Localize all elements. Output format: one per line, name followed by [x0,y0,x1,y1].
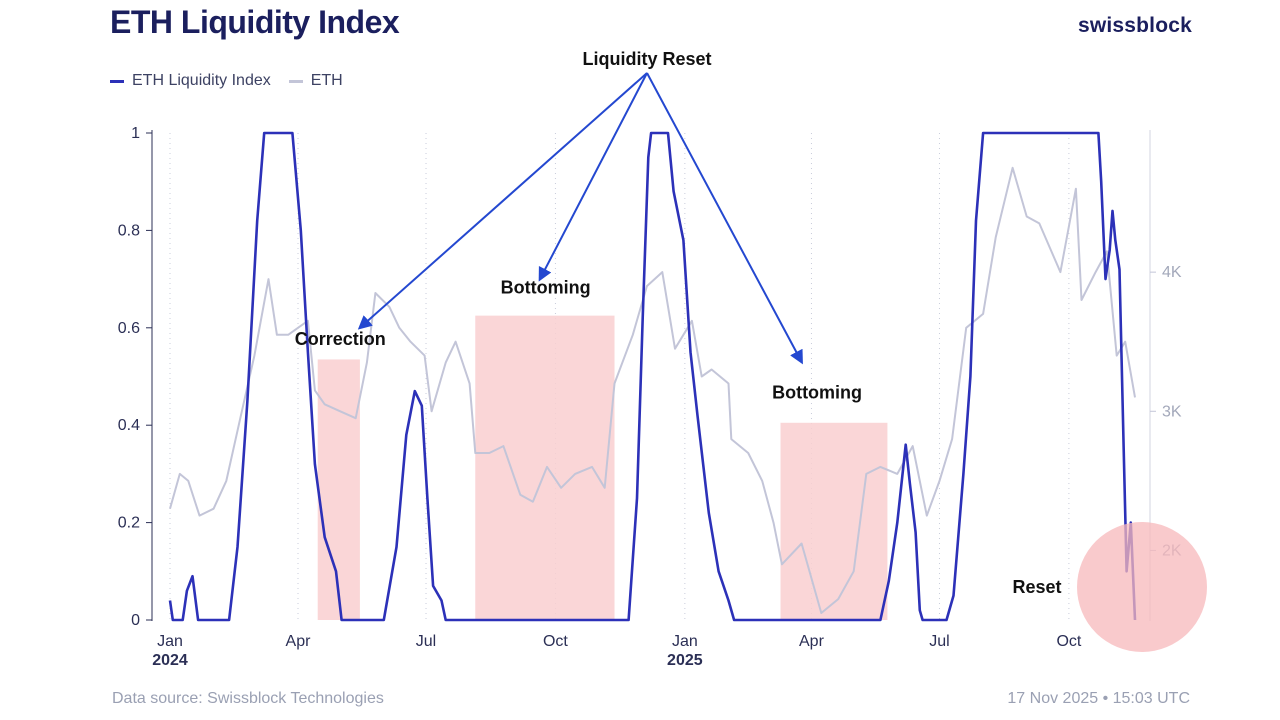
shaded-region [317,359,360,620]
x-tick-label: Apr [799,633,825,650]
annotation-liquidity-reset: Liquidity Reset [582,49,711,69]
annotation-arrow [538,72,648,282]
legend-item-index: ETH Liquidity Index [110,72,271,90]
brand-logo: swissblock [1077,14,1192,37]
x-tick-label: Jan [672,633,698,650]
shaded-region [780,422,888,620]
legend-label-index: ETH Liquidity Index [132,72,271,89]
series-line-eth-liquidity-index [168,131,1137,622]
annotation-reset: Reset [1012,577,1061,597]
y-right-tick-label: 3K [1162,403,1182,420]
legend-label-eth: ETH [310,72,343,89]
annotation-arrow [646,72,803,365]
annotation-correction: Correction [295,329,386,349]
y-left-tick-label: 0 [131,612,140,629]
y-left-tick-label: 0.6 [118,320,140,337]
x-tick-label: Jul [929,633,949,650]
x-tick-label: Apr [286,633,312,650]
x-tick-label: Oct [1056,633,1081,650]
annotation-arrow [357,72,648,330]
y-left-tick-label: 0.4 [118,417,140,434]
legend-item-eth: ETH [288,72,343,90]
y-right-tick-label: 4K [1162,264,1182,281]
annotation-bottoming: Bottoming [772,382,862,402]
x-tick-label: Jan [157,633,183,650]
series-line-eth [169,166,1136,614]
annotation-bottoming: Bottoming [501,278,591,298]
y-left-tick-label: 1 [131,125,140,142]
y-left-tick-label: 0.8 [118,222,140,239]
chart-legend: ETH Liquidity Index ETH [110,72,343,90]
data-source: Data source: Swissblock Technologies [112,690,384,707]
timestamp: 17 Nov 2025 • 15:03 UTC [1007,690,1190,707]
legend-swatch-eth [288,79,303,83]
x-year-label: 2024 [152,652,188,669]
x-tick-label: Jul [416,633,436,650]
legend-swatch-index [110,79,124,83]
x-tick-label: Oct [543,633,568,650]
x-year-label: 2025 [667,652,703,669]
chart-title: ETH Liquidity Index [110,4,400,40]
y-left-tick-label: 0.2 [118,515,140,532]
reset-highlight-circle [1077,522,1207,652]
